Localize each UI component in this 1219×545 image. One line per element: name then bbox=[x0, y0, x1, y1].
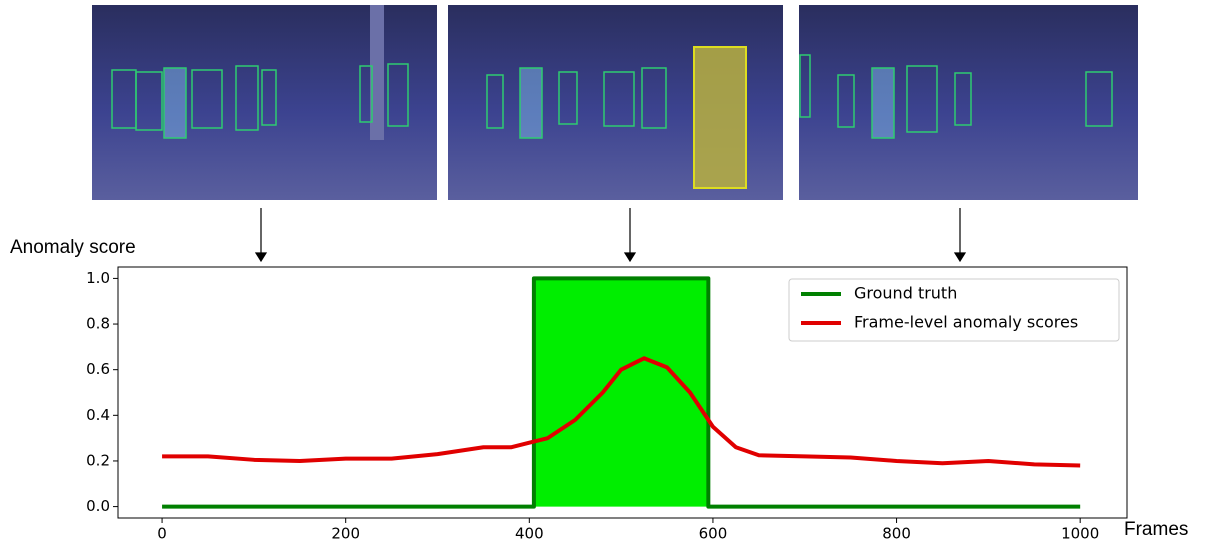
y-tick-label: 0.2 bbox=[86, 451, 110, 469]
y-tick-label: 0.6 bbox=[86, 360, 110, 378]
y-tick-label: 0.8 bbox=[86, 315, 110, 333]
x-tick-label: 1000 bbox=[1061, 525, 1099, 543]
area bbox=[162, 278, 1081, 507]
y-tick-label: 0.4 bbox=[86, 406, 110, 424]
frame-image bbox=[92, 5, 437, 200]
x-axis-label: Frames bbox=[1124, 519, 1188, 540]
x-tick-label: 400 bbox=[515, 525, 544, 543]
plot-frame bbox=[117, 266, 1128, 519]
legend-box bbox=[788, 278, 1120, 342]
line bbox=[162, 356, 1081, 468]
frame-image bbox=[799, 5, 1138, 200]
x-tick-label: 600 bbox=[699, 525, 728, 543]
legend-label: Frame-level anomaly scores bbox=[854, 313, 1078, 332]
arrow bbox=[254, 208, 967, 263]
frame-image bbox=[448, 5, 783, 200]
x-tick-label: 800 bbox=[882, 525, 911, 543]
legend-label: Ground truth bbox=[854, 284, 957, 303]
x-tick-label: 200 bbox=[331, 525, 360, 543]
y-tick-label: 0.0 bbox=[86, 497, 110, 515]
x-tick-label: 0 bbox=[157, 525, 167, 543]
y-axis-label: Anomaly score bbox=[10, 237, 136, 258]
line bbox=[162, 276, 1081, 509]
y-tick-label: 1.0 bbox=[86, 269, 110, 287]
